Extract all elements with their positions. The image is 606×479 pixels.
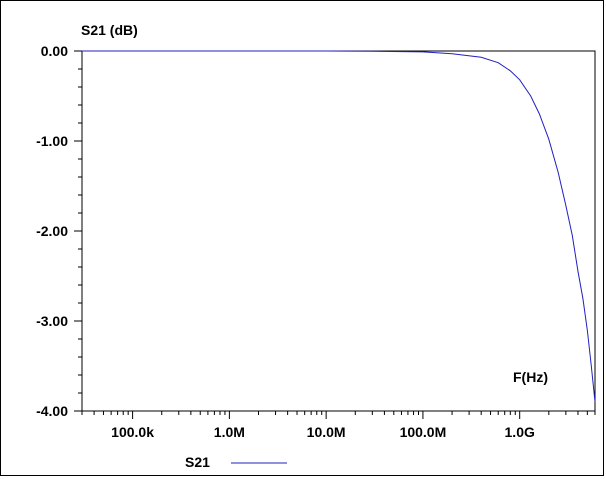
- y-tick-label: -4.00: [36, 403, 68, 419]
- series-layer: [82, 50, 596, 403]
- x-tick-label: 100.0M: [400, 424, 447, 440]
- y-axis-label: S21 (dB): [81, 22, 138, 38]
- x-axis-ticks: 100.0k 1.0M 10.0M 100.0M 1.0G: [81, 411, 596, 440]
- y-tick-label: -3.00: [36, 313, 68, 329]
- legend: S21: [185, 454, 287, 470]
- x-tick-label: 10.0M: [307, 424, 346, 440]
- x-tick-label: 1.0G: [505, 424, 535, 440]
- x-axis-label: F(Hz): [513, 369, 548, 385]
- legend-label-s21: S21: [185, 454, 210, 470]
- y-tick-label: -1.00: [36, 133, 68, 149]
- series-line-s21: [82, 50, 596, 403]
- x-tick-label: 100.0k: [111, 424, 154, 440]
- x-tick-label: 1.0M: [214, 424, 245, 440]
- y-tick-label: -2.00: [36, 223, 68, 239]
- plot-border: [81, 50, 596, 412]
- plot-area: [81, 50, 596, 412]
- y-axis-ticks: 0.00 -1.00 -2.00 -3.00 -4.00: [36, 43, 82, 419]
- y-tick-label: 0.00: [41, 43, 68, 59]
